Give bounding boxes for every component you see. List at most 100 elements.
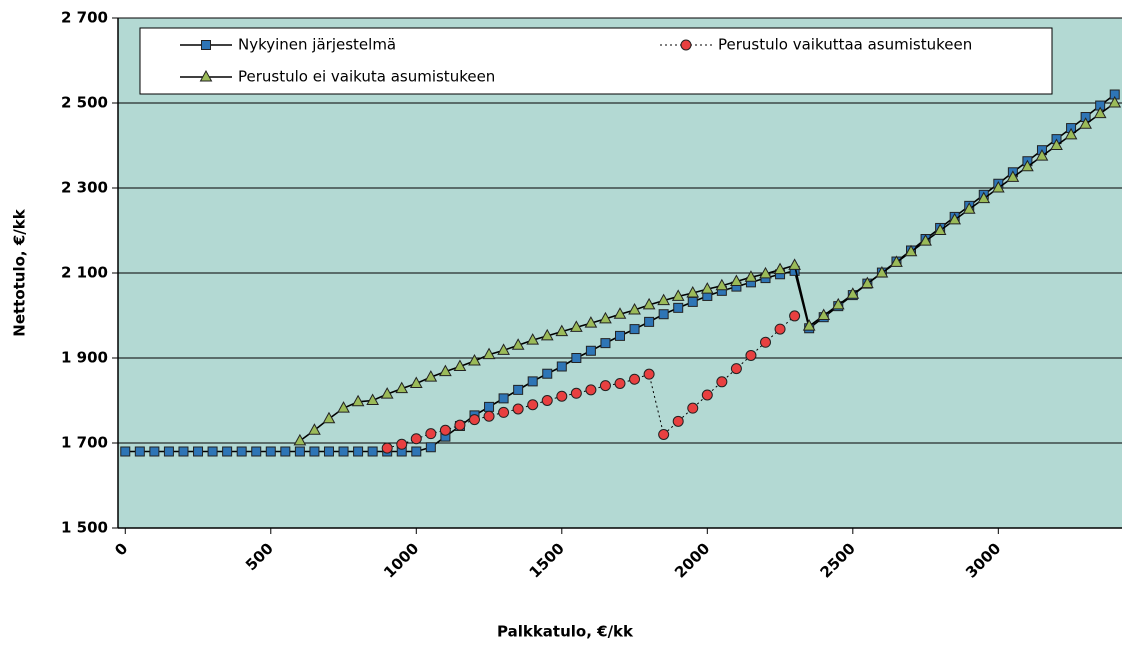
marker xyxy=(323,446,334,457)
marker xyxy=(615,330,625,341)
marker xyxy=(527,376,538,387)
marker xyxy=(163,446,174,457)
marker xyxy=(540,328,554,341)
marker xyxy=(201,40,211,50)
x-tick-label: 1000 xyxy=(380,539,422,581)
marker xyxy=(322,411,336,424)
marker xyxy=(585,384,597,396)
marker xyxy=(802,319,816,331)
marker xyxy=(120,446,131,457)
marker xyxy=(280,446,291,457)
marker xyxy=(511,338,525,350)
marker xyxy=(831,297,845,310)
marker xyxy=(410,433,422,445)
marker xyxy=(904,244,918,257)
marker xyxy=(513,384,524,395)
marker xyxy=(439,364,452,377)
marker xyxy=(628,302,641,315)
marker xyxy=(556,361,567,372)
legend-box xyxy=(139,27,1053,95)
marker xyxy=(366,393,379,405)
marker xyxy=(730,363,742,375)
marker xyxy=(644,316,655,327)
marker xyxy=(411,446,422,457)
marker xyxy=(687,402,699,414)
marker xyxy=(351,394,365,407)
x-tick-label: 2000 xyxy=(671,539,713,581)
y-tick-label: 1 700 xyxy=(61,434,108,452)
marker xyxy=(919,234,932,246)
marker xyxy=(308,423,321,435)
marker xyxy=(380,387,394,399)
marker xyxy=(199,69,213,82)
marker xyxy=(613,307,627,319)
marker xyxy=(585,345,596,356)
marker xyxy=(265,446,276,457)
x-axis-label: Palkkatulo, €/kk xyxy=(497,623,634,641)
marker xyxy=(570,320,583,332)
marker xyxy=(671,289,685,301)
marker xyxy=(409,376,423,388)
marker xyxy=(454,419,466,431)
marker xyxy=(541,395,553,406)
y-tick-label: 2 700 xyxy=(61,9,108,27)
y-tick-label: 2 500 xyxy=(61,94,108,112)
marker xyxy=(700,282,714,294)
marker xyxy=(193,446,204,457)
marker xyxy=(673,302,684,313)
marker xyxy=(424,370,438,382)
marker xyxy=(484,401,495,412)
marker xyxy=(672,415,684,427)
marker xyxy=(294,446,305,457)
x-tick-label: 2500 xyxy=(817,539,859,581)
marker xyxy=(293,433,307,446)
marker xyxy=(512,403,524,415)
marker xyxy=(498,393,509,404)
y-tick-label: 2 300 xyxy=(61,179,108,197)
marker xyxy=(468,353,481,366)
marker xyxy=(817,308,831,320)
marker xyxy=(1079,117,1092,129)
legend-label: Perustulo ei vaikuta asumistukeen xyxy=(238,68,495,86)
marker xyxy=(1050,138,1063,150)
marker xyxy=(1093,106,1107,119)
marker xyxy=(642,297,656,310)
marker xyxy=(846,287,860,299)
x-tick-label: 0 xyxy=(111,539,131,559)
marker xyxy=(629,324,640,335)
marker xyxy=(556,390,568,402)
marker xyxy=(337,401,350,413)
marker xyxy=(861,276,874,289)
y-tick-label: 1 900 xyxy=(61,349,108,367)
marker xyxy=(1064,127,1078,140)
marker xyxy=(730,274,743,286)
marker xyxy=(657,293,670,306)
marker xyxy=(701,389,713,401)
marker xyxy=(599,311,612,324)
marker xyxy=(759,266,772,279)
marker xyxy=(991,180,1005,193)
marker xyxy=(134,446,145,457)
marker xyxy=(453,359,467,371)
marker xyxy=(658,429,670,440)
marker xyxy=(875,265,889,278)
marker xyxy=(439,424,451,436)
marker xyxy=(468,414,480,426)
marker xyxy=(527,399,539,411)
marker xyxy=(251,446,262,457)
y-tick-label: 2 100 xyxy=(61,264,108,282)
marker xyxy=(789,310,801,322)
marker xyxy=(482,347,496,360)
x-tick-label: 500 xyxy=(242,539,277,574)
marker xyxy=(178,446,189,457)
marker xyxy=(584,316,598,328)
marker xyxy=(600,338,611,349)
marker xyxy=(1021,159,1034,172)
marker xyxy=(1035,149,1049,161)
marker xyxy=(222,446,233,457)
marker xyxy=(236,446,247,457)
marker xyxy=(760,336,772,348)
marker xyxy=(207,446,218,457)
marker xyxy=(149,446,160,457)
